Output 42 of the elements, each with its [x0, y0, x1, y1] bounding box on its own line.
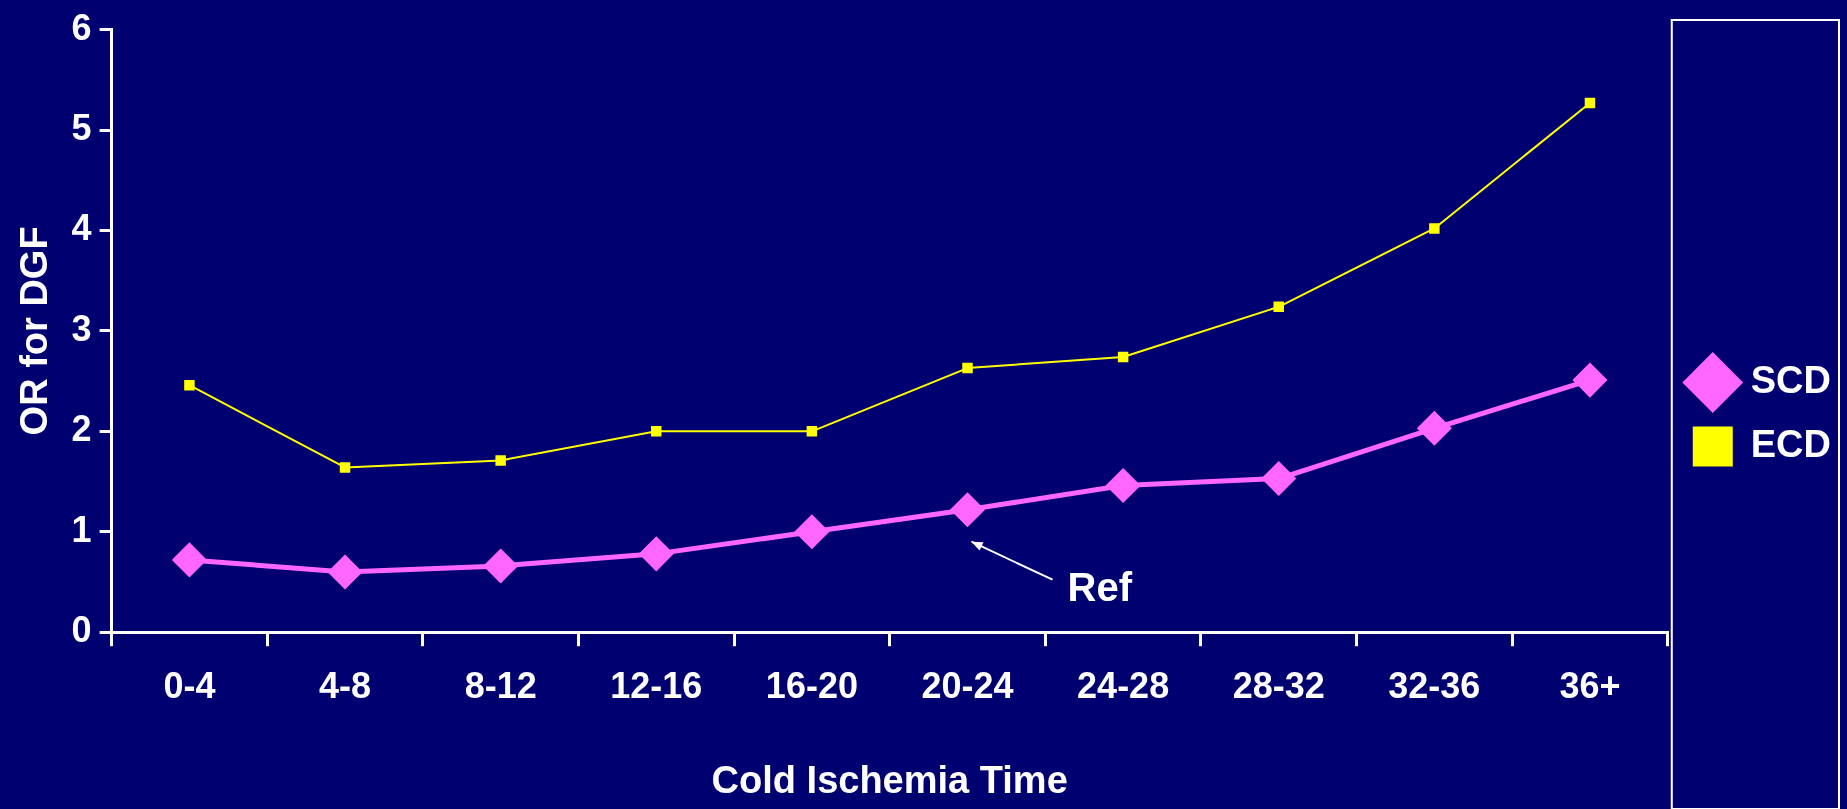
x-tick-label: 16-20 [765, 664, 858, 706]
point [339, 462, 351, 473]
point [639, 537, 673, 571]
point [1273, 301, 1284, 313]
point [1262, 462, 1296, 496]
x-tick-label: 32-36 [1388, 664, 1481, 706]
point [495, 455, 506, 466]
point [651, 426, 662, 437]
point [172, 543, 206, 577]
point [1417, 411, 1451, 445]
legend-label: SCD [1750, 358, 1831, 401]
point [184, 379, 195, 391]
y-tick-label: 0 [71, 609, 92, 651]
x-tick-label: 8-12 [464, 664, 537, 706]
legend-label: ECD [1750, 422, 1831, 465]
point [328, 555, 362, 589]
point [1573, 363, 1607, 397]
point [484, 549, 518, 583]
x-tick-label: 4-8 [319, 664, 372, 706]
x-tick-label: 36+ [1559, 664, 1621, 706]
point [1117, 351, 1129, 363]
x-axis-title: Cold Ischemia Time [711, 758, 1068, 801]
point [1429, 223, 1440, 234]
x-tick-label: 12-16 [610, 664, 703, 706]
y-tick-label: 3 [71, 307, 92, 349]
y-axis-title: OR for DGF [13, 226, 56, 436]
y-tick-label: 1 [71, 508, 92, 550]
point [1584, 97, 1596, 109]
x-tick-label: 28-32 [1232, 664, 1325, 706]
y-tick-label: 2 [71, 408, 92, 450]
point [795, 515, 829, 549]
point [951, 493, 984, 527]
x-tick-label: 0-4 [163, 664, 216, 706]
x-tick-label: 24-28 [1077, 664, 1170, 706]
point [962, 362, 973, 374]
point [1106, 469, 1140, 503]
y-tick-label: 6 [71, 6, 92, 48]
y-tick-label: 5 [71, 106, 92, 148]
annotation: Ref [1067, 564, 1133, 609]
y-tick-label: 4 [71, 207, 92, 249]
point [806, 426, 818, 437]
x-tick-label: 20-24 [921, 664, 1014, 706]
